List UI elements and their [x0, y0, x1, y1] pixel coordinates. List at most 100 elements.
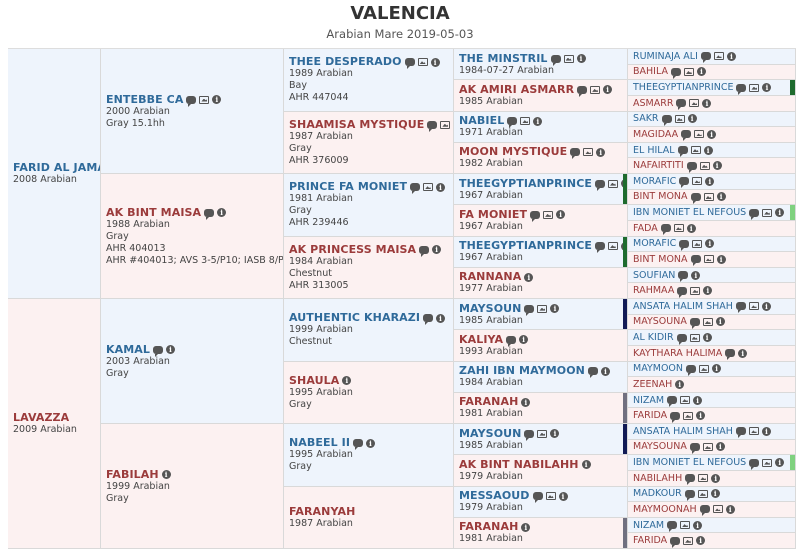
info-icon[interactable]: i	[342, 376, 352, 386]
comment-icon[interactable]	[690, 192, 701, 204]
info-icon[interactable]: i	[519, 335, 529, 345]
info-icon[interactable]: i	[581, 460, 591, 470]
comment-icon[interactable]	[736, 83, 747, 95]
image-icon[interactable]	[713, 52, 724, 61]
horse-name-link[interactable]: NABIEL	[459, 114, 505, 128]
info-icon[interactable]: i	[693, 520, 703, 530]
info-icon[interactable]: i	[436, 182, 446, 192]
info-icon[interactable]: i	[675, 379, 685, 389]
horse-name-link[interactable]: FARANYAH	[289, 504, 356, 518]
image-icon[interactable]	[417, 58, 428, 67]
horse-name-link[interactable]: NIZAM	[633, 519, 665, 531]
info-icon[interactable]: i	[705, 176, 715, 186]
horse-name-link[interactable]: ANSATA HALIM SHAH	[633, 300, 733, 312]
image-icon[interactable]	[545, 492, 556, 501]
image-icon[interactable]	[674, 114, 685, 123]
comment-icon[interactable]	[689, 442, 700, 454]
info-icon[interactable]: i	[366, 438, 376, 448]
comment-icon[interactable]	[685, 474, 696, 486]
image-icon[interactable]	[673, 224, 684, 233]
horse-name-link[interactable]: IBN MONIET EL NEFOUS	[633, 457, 747, 469]
info-icon[interactable]: i	[533, 116, 543, 126]
horse-name-link[interactable]: FARANAH	[459, 395, 519, 409]
horse-name-link[interactable]: EL HILAL	[633, 144, 675, 156]
horse-name-link[interactable]: AK BINT MAISA	[106, 205, 202, 219]
comment-icon[interactable]	[423, 314, 434, 326]
image-icon[interactable]	[697, 489, 708, 498]
info-icon[interactable]: i	[726, 51, 736, 61]
image-icon[interactable]	[703, 192, 714, 201]
horse-name-link[interactable]: FARID AL JAMAL	[13, 161, 100, 174]
horse-name-link[interactable]: MAYSOUN	[459, 301, 522, 315]
horse-name-link[interactable]: BINT MONA	[633, 191, 688, 203]
comment-icon[interactable]	[749, 208, 760, 220]
image-icon[interactable]	[692, 177, 703, 186]
image-icon[interactable]	[702, 317, 713, 326]
image-icon[interactable]	[680, 521, 691, 530]
comment-icon[interactable]	[677, 146, 688, 158]
image-icon[interactable]	[748, 302, 759, 311]
comment-icon[interactable]	[667, 521, 678, 533]
horse-name-link[interactable]: ZEENAH	[633, 378, 673, 390]
comment-icon[interactable]	[679, 239, 690, 251]
horse-name-link[interactable]: SAKR	[633, 113, 659, 125]
info-icon[interactable]: i	[716, 192, 726, 202]
horse-name-link[interactable]: AL KIDIR	[633, 332, 674, 344]
image-icon[interactable]	[608, 179, 618, 188]
comment-icon[interactable]	[524, 304, 535, 316]
horse-name-link[interactable]: MORAFIC	[633, 238, 677, 250]
info-icon[interactable]: i	[738, 348, 748, 358]
image-icon[interactable]	[199, 95, 210, 104]
image-icon[interactable]	[698, 474, 709, 483]
comment-icon[interactable]	[749, 458, 760, 470]
image-icon[interactable]	[712, 505, 723, 514]
info-icon[interactable]: i	[558, 491, 568, 501]
info-icon[interactable]: i	[703, 286, 713, 296]
image-icon[interactable]	[543, 210, 554, 219]
image-icon[interactable]	[699, 364, 710, 373]
horse-name-link[interactable]: MORAFIC	[633, 175, 677, 187]
image-icon[interactable]	[762, 208, 773, 217]
comment-icon[interactable]	[404, 58, 415, 70]
comment-icon[interactable]	[660, 224, 671, 236]
comment-icon[interactable]	[587, 367, 598, 379]
horse-name-link[interactable]: AUTHENTIC KHARAZI	[289, 311, 421, 325]
info-icon[interactable]: i	[524, 272, 534, 282]
info-icon[interactable]: i	[550, 304, 560, 314]
image-icon[interactable]	[537, 304, 548, 313]
horse-name-link[interactable]: SHAULA	[289, 373, 340, 387]
comment-icon[interactable]	[670, 67, 681, 79]
info-icon[interactable]: i	[725, 504, 735, 514]
comment-icon[interactable]	[595, 179, 605, 191]
comment-icon[interactable]	[725, 349, 736, 361]
image-icon[interactable]	[690, 286, 701, 295]
horse-name-link[interactable]: FARIDA	[633, 535, 668, 547]
comment-icon[interactable]	[532, 492, 543, 504]
comment-icon[interactable]	[681, 130, 692, 142]
info-icon[interactable]: i	[693, 395, 703, 405]
horse-name-link[interactable]: LAVAZZA	[13, 411, 70, 424]
comment-icon[interactable]	[679, 177, 690, 189]
horse-name-link[interactable]: MAYMOONAH	[633, 503, 697, 515]
horse-name-link[interactable]: BAHILA	[633, 66, 668, 78]
horse-name-link[interactable]: FADA	[633, 222, 658, 234]
comment-icon[interactable]	[427, 120, 438, 132]
info-icon[interactable]: i	[596, 147, 606, 157]
info-icon[interactable]: i	[715, 442, 725, 452]
horse-name-link[interactable]: THEE DESPERADO	[289, 55, 402, 69]
info-icon[interactable]: i	[432, 245, 442, 255]
comment-icon[interactable]	[686, 161, 697, 173]
comment-icon[interactable]	[699, 505, 710, 517]
comment-icon[interactable]	[686, 364, 697, 376]
info-icon[interactable]: i	[161, 470, 171, 479]
horse-name-link[interactable]: FABILAH	[106, 467, 159, 481]
horse-name-link[interactable]: ENTEBBE CA	[106, 92, 184, 106]
horse-name-link[interactable]: ASMARR	[633, 97, 674, 109]
info-icon[interactable]: i	[775, 208, 785, 218]
info-icon[interactable]: i	[707, 129, 717, 139]
horse-name-link[interactable]: AK BINT NABILAHH	[459, 457, 579, 471]
info-icon[interactable]: i	[712, 161, 722, 171]
horse-name-link[interactable]: MAYMOON	[633, 363, 684, 375]
info-icon[interactable]: i	[691, 270, 701, 280]
info-icon[interactable]: i	[703, 145, 713, 155]
